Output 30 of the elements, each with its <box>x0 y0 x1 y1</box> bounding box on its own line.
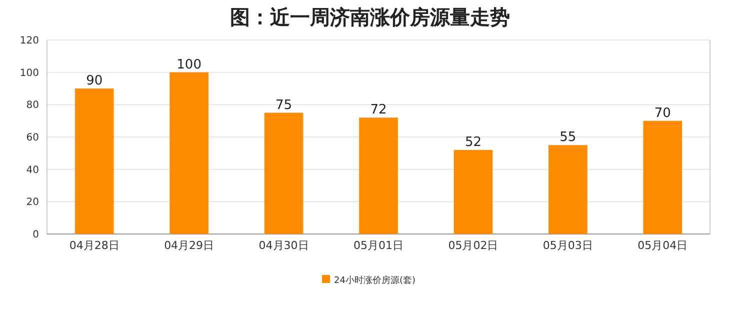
data-label: 52 <box>464 134 482 150</box>
x-tick-label: 04月28日 <box>69 239 120 252</box>
bar <box>643 120 682 234</box>
bar <box>74 88 114 234</box>
x-tick-label: 04月29日 <box>164 239 214 252</box>
data-label: 90 <box>86 74 103 88</box>
x-tick-label: 04月30日 <box>258 239 309 252</box>
x-tick-label: 05月03日 <box>542 239 593 252</box>
x-tick-label: 05月04日 <box>638 239 688 252</box>
data-label: 72 <box>370 102 387 118</box>
data-label: 70 <box>654 106 671 121</box>
x-tick-label: 05月01日 <box>354 239 404 252</box>
y-tick-label: 0 <box>32 230 39 240</box>
legend-label: 24小时涨价房源(套) <box>334 275 416 286</box>
y-tick-label: 20 <box>26 197 39 208</box>
data-label: 100 <box>176 57 202 72</box>
data-label: 75 <box>276 98 292 113</box>
bar <box>359 118 398 234</box>
data-label: 55 <box>560 130 576 146</box>
y-tick-label: 60 <box>26 132 39 144</box>
chart-title: 图：近一周济南涨价房源量走势 <box>230 5 510 29</box>
bar <box>264 112 304 234</box>
bar <box>548 145 588 234</box>
x-tick-label: 05月02日 <box>448 239 498 252</box>
y-tick-label: 80 <box>26 100 39 112</box>
y-tick-label: 120 <box>20 36 39 46</box>
y-tick-label: 100 <box>20 68 39 79</box>
bar <box>454 150 493 234</box>
bar <box>170 72 208 234</box>
y-tick-label: 40 <box>26 164 39 176</box>
